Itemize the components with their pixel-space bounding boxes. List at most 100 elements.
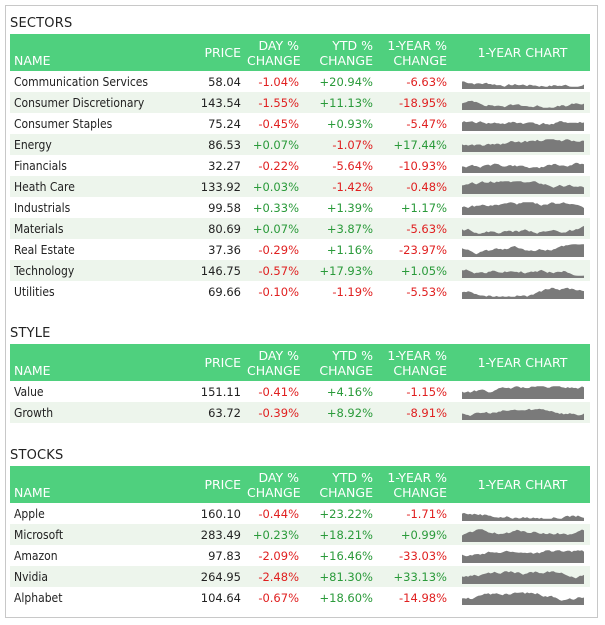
table-row[interactable]: Financials 32.27 -0.22% -5.64% -10.93%: [10, 155, 590, 176]
row-name[interactable]: Utilities: [14, 284, 55, 299]
row-price: 69.66: [208, 284, 241, 299]
row-name[interactable]: Apple: [14, 506, 45, 521]
header-row: NAME PRICE DAY % CHANGE YTD % CHANGE 1-YEAR % C…: [10, 344, 590, 381]
row-year-change: -8.91%: [406, 405, 447, 420]
row-ytd-change: -1.07%: [332, 137, 373, 152]
row-name[interactable]: Consumer Discretionary: [14, 95, 145, 110]
column-header-ytd-change[interactable]: YTD % CHANGE: [319, 469, 373, 500]
row-price: 75.24: [208, 116, 241, 131]
section-title: STYLE: [10, 326, 51, 341]
table-row[interactable]: Communication Services 58.04 -1.04% +20.94%…: [10, 71, 590, 92]
data-table: NAME PRICE DAY % CHANGE YTD % CHANGE 1-YEAR % C…: [10, 344, 590, 423]
column-header-year-change[interactable]: 1-YEAR % CHANGE: [387, 347, 447, 378]
table-row[interactable]: Growth 63.72 -0.39% +8.92% -8.91%: [10, 402, 590, 423]
column-header-price[interactable]: PRICE: [204, 477, 241, 492]
sparkline-chart-icon: [461, 225, 584, 236]
sparkline-chart-icon: [461, 181, 584, 194]
row-name[interactable]: Technology: [14, 263, 75, 278]
sparkline-chart-icon: [461, 100, 584, 110]
row-year-change: -5.63%: [406, 221, 447, 236]
column-header-day-change[interactable]: DAY % CHANGE: [247, 347, 301, 378]
column-header-day-change[interactable]: DAY % CHANGE: [247, 469, 301, 500]
table-row[interactable]: Utilities 69.66 -0.10% -1.19% -5.53%: [10, 281, 590, 302]
row-sparkline: [455, 134, 590, 155]
row-year-change: +1.17%: [400, 200, 447, 215]
row-year-change: -10.93%: [399, 158, 447, 173]
row-name[interactable]: Financials: [14, 158, 67, 173]
row-ytd-change: +18.21%: [319, 527, 374, 542]
column-header-name[interactable]: NAME: [14, 485, 51, 500]
table-row[interactable]: Consumer Discretionary 143.54 -1.55% +11.13…: [10, 92, 590, 113]
row-price: 63.72: [208, 405, 241, 420]
sparkline-chart-icon: [461, 162, 584, 173]
row-name[interactable]: Nvidia: [14, 569, 48, 584]
row-ytd-change: +3.87%: [326, 221, 373, 236]
row-name[interactable]: Materials: [14, 221, 64, 236]
row-year-change: -18.95%: [399, 95, 447, 110]
row-year-change: -33.03%: [399, 548, 447, 563]
table-row[interactable]: Value 151.11 -0.41% +4.16% -1.15%: [10, 381, 590, 402]
table-row[interactable]: Real Estate 37.36 -0.29% +1.16% -23.97%: [10, 239, 590, 260]
row-price: 283.49: [200, 527, 241, 542]
column-header-price[interactable]: PRICE: [204, 45, 241, 60]
column-header-day-change[interactable]: DAY % CHANGE: [247, 37, 301, 68]
row-name[interactable]: Heath Care: [14, 179, 75, 194]
table-row[interactable]: Consumer Staples 75.24 -0.45% +0.93% -5.47%: [10, 113, 590, 134]
header-row: NAME PRICE DAY % CHANGE YTD % CHANGE 1-YEAR % C…: [10, 466, 590, 503]
row-name[interactable]: Growth: [14, 405, 54, 420]
table-row[interactable]: Amazon 97.83 -2.09% +16.46% -33.03%: [10, 545, 590, 566]
row-name[interactable]: Industrials: [14, 200, 71, 215]
row-ytd-change: +0.93%: [326, 116, 373, 131]
table-row[interactable]: Heath Care 133.92 +0.03% -1.42% -0.48%: [10, 176, 590, 197]
table-row[interactable]: Industrials 99.58 +0.33% +1.39% +1.17%: [10, 197, 590, 218]
row-day-change: +0.07%: [252, 137, 299, 152]
row-price: 32.27: [208, 158, 241, 173]
sparkline-chart-icon: [461, 512, 584, 521]
table-row[interactable]: Microsoft 283.49 +0.23% +18.21% +0.99%: [10, 524, 590, 545]
row-year-change: -6.63%: [406, 74, 447, 89]
sparkline-chart-icon: [461, 571, 584, 584]
table-row[interactable]: Energy 86.53 +0.07% -1.07% +17.44%: [10, 134, 590, 155]
row-price: 146.75: [200, 263, 241, 278]
column-header-year-change[interactable]: 1-YEAR % CHANGE: [387, 469, 447, 500]
table-row[interactable]: Technology 146.75 -0.57% +17.93% +1.05%: [10, 260, 590, 281]
row-name[interactable]: Amazon: [14, 548, 58, 563]
row-ytd-change: +23.22%: [319, 506, 374, 521]
row-ytd-change: +1.39%: [326, 200, 373, 215]
row-name[interactable]: Alphabet: [14, 590, 63, 605]
row-year-change: +17.44%: [393, 137, 448, 152]
row-year-change: -1.71%: [406, 506, 447, 521]
row-price: 80.69: [208, 221, 241, 236]
row-ytd-change: +16.46%: [319, 548, 374, 563]
table-row[interactable]: Materials 80.69 +0.07% +3.87% -5.63%: [10, 218, 590, 239]
row-price: 160.10: [200, 506, 241, 521]
row-name[interactable]: Value: [14, 384, 44, 399]
sparkline-chart-icon: [461, 202, 584, 215]
row-name[interactable]: Microsoft: [14, 527, 64, 542]
header-row: NAME PRICE DAY % CHANGE YTD % CHANGE 1-YEAR % C…: [10, 34, 590, 71]
column-header-year-change[interactable]: 1-YEAR % CHANGE: [387, 37, 447, 68]
row-name[interactable]: Real Estate: [14, 242, 75, 257]
row-name[interactable]: Energy: [14, 137, 52, 152]
row-day-change: -0.10%: [258, 284, 299, 299]
row-ytd-change: +4.16%: [326, 384, 373, 399]
row-day-change: -1.55%: [258, 95, 299, 110]
row-price: 133.92: [200, 179, 241, 194]
table-row[interactable]: Nvidia 264.95 -2.48% +81.30% +33.13%: [10, 566, 590, 587]
row-price: 264.95: [200, 569, 241, 584]
table-row[interactable]: Alphabet 104.64 -0.67% +18.60% -14.98%: [10, 587, 590, 608]
column-header-ytd-change[interactable]: YTD % CHANGE: [319, 347, 373, 378]
table-row[interactable]: Apple 160.10 -0.44% +23.22% -1.71%: [10, 503, 590, 524]
row-price: 58.04: [208, 74, 241, 89]
row-day-change: -0.45%: [258, 116, 299, 131]
column-header-price[interactable]: PRICE: [204, 355, 241, 370]
column-header-name[interactable]: NAME: [14, 363, 51, 378]
column-header-ytd-change[interactable]: YTD % CHANGE: [319, 37, 373, 68]
row-name[interactable]: Communication Services: [14, 74, 149, 89]
column-header-name[interactable]: NAME: [14, 53, 51, 68]
row-sparkline: [455, 381, 590, 402]
row-price: 86.53: [208, 137, 241, 152]
row-day-change: -0.41%: [258, 384, 299, 399]
row-name[interactable]: Consumer Staples: [14, 116, 113, 131]
row-price: 104.64: [200, 590, 241, 605]
